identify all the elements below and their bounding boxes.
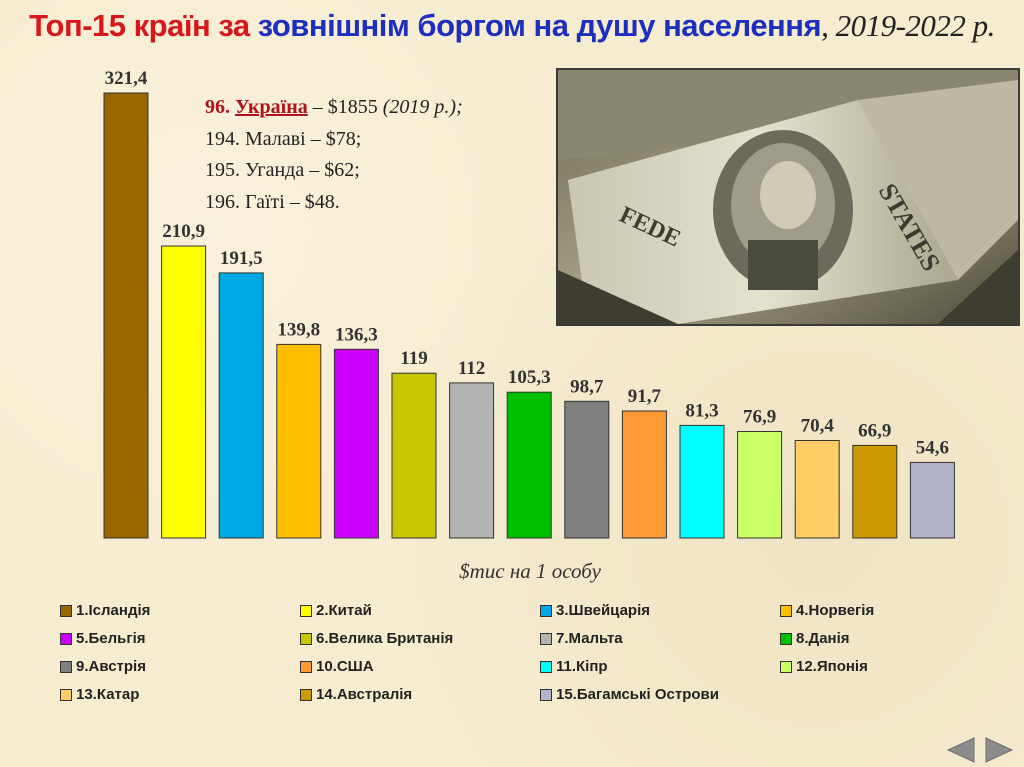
legend-swatch-6 bbox=[300, 632, 312, 645]
bar-15 bbox=[909, 461, 955, 539]
legend-label-4: 4.Норвегія bbox=[796, 602, 875, 619]
bar-value-label-1: 321,4 bbox=[105, 68, 148, 89]
bar-3 bbox=[218, 272, 264, 539]
legend-item-8: 8.Данія bbox=[780, 628, 1020, 649]
bar-14 bbox=[852, 444, 898, 539]
title-part-1: Топ-15 країн за bbox=[29, 8, 258, 43]
slide-navigation bbox=[946, 737, 1014, 763]
legend-label-5: 5.Бельгія bbox=[76, 630, 146, 647]
legend-swatch-10 bbox=[300, 660, 312, 673]
dollar-bill-photo: STATES FEDE bbox=[556, 68, 1020, 326]
legend-swatch-14 bbox=[300, 688, 312, 701]
legend-label-1: 1.Ісландія bbox=[76, 602, 151, 619]
bar-value-label-13: 70,4 bbox=[801, 416, 835, 437]
bar-value-label-4: 139,8 bbox=[277, 319, 320, 340]
bar-9 bbox=[564, 400, 610, 539]
bar-value-label-11: 81,3 bbox=[685, 400, 718, 421]
legend-item-9: 9.Австрія bbox=[60, 656, 300, 677]
callout-line-2: 194. Малаві – $78; bbox=[205, 127, 362, 150]
bar-4 bbox=[276, 343, 322, 539]
legend-label-7: 7.Мальта bbox=[556, 630, 623, 647]
legend-swatch-12 bbox=[780, 660, 792, 673]
legend-swatch-4 bbox=[780, 604, 792, 617]
legend-item-7: 7.Мальта bbox=[540, 628, 780, 649]
legend-swatch-1 bbox=[60, 604, 72, 617]
legend-swatch-13 bbox=[60, 688, 72, 701]
callout-line-3: 195. Уганда – $62; bbox=[205, 159, 360, 181]
legend-item-15: 15.Багамські Острови bbox=[540, 684, 780, 705]
bar-value-label-14: 66,9 bbox=[858, 420, 891, 441]
legend-swatch-2 bbox=[300, 604, 312, 617]
prev-arrow-icon[interactable] bbox=[946, 737, 975, 763]
legend-item-5: 5.Бельгія bbox=[60, 628, 300, 649]
legend-swatch-15 bbox=[540, 688, 552, 701]
legend-label-10: 10.США bbox=[316, 658, 374, 675]
bar-value-label-5: 136,3 bbox=[335, 324, 378, 345]
bar-7 bbox=[449, 382, 495, 539]
legend-label-14: 14.Австралія bbox=[316, 686, 413, 703]
legend-swatch-7 bbox=[540, 632, 552, 645]
legend-label-2: 2.Китай bbox=[316, 602, 372, 619]
bar-12 bbox=[737, 431, 783, 539]
x-axis-label: $тис на 1 особу bbox=[459, 559, 601, 583]
legend-item-10: 10.США bbox=[300, 656, 540, 677]
legend-item-4: 4.Норвегія bbox=[780, 600, 1020, 621]
bar-2 bbox=[161, 245, 207, 539]
title-part-2: зовнішнім боргом на душу населення bbox=[257, 8, 822, 43]
legend-label-6: 6.Велика Британія bbox=[316, 630, 454, 647]
bar-8 bbox=[506, 391, 552, 539]
bar-1 bbox=[103, 92, 149, 539]
next-arrow-icon[interactable] bbox=[985, 737, 1014, 763]
legend-label-11: 11.Кіпр bbox=[556, 658, 608, 675]
legend-label-15: 15.Багамські Острови bbox=[556, 686, 719, 703]
bar-11 bbox=[679, 424, 725, 539]
bar-value-label-12: 76,9 bbox=[743, 407, 776, 428]
bar-value-label-15: 54,6 bbox=[916, 437, 949, 458]
legend-swatch-3 bbox=[540, 604, 552, 617]
legend-swatch-9 bbox=[60, 660, 72, 673]
bar-13 bbox=[794, 440, 840, 539]
legend-item-2: 2.Китай bbox=[300, 600, 540, 621]
legend-item-13: 13.Катар bbox=[60, 684, 300, 705]
bar-value-label-9: 98,7 bbox=[570, 376, 604, 397]
chart-legend: 1.Ісландія 2.Китай 3.Швейцарія 4.Норвегія 5.… bbox=[60, 600, 1020, 705]
legend-item-3: 3.Швейцарія bbox=[540, 600, 780, 621]
ukraine-rank: 96. bbox=[205, 96, 230, 118]
legend-label-12: 12.Японія bbox=[796, 658, 868, 675]
legend-swatch-8 bbox=[780, 632, 792, 645]
callout-line-1: 96. Україна – $1855 (2019 р.); bbox=[205, 92, 463, 124]
legend-item-1: 1.Ісландія bbox=[60, 600, 300, 621]
legend-label-8: 8.Данія bbox=[796, 630, 850, 647]
bar-value-label-2: 210,9 bbox=[162, 221, 205, 242]
legend-item-14: 14.Австралія bbox=[300, 684, 540, 705]
legend-swatch-5 bbox=[60, 632, 72, 645]
bar-5 bbox=[333, 348, 379, 539]
ukraine-callout: 96. Україна – $1855 (2019 р.); 194. Мала… bbox=[205, 92, 463, 218]
bar-value-label-7: 112 bbox=[458, 358, 485, 379]
bar-value-label-8: 105,3 bbox=[508, 367, 551, 388]
legend-item-12: 12.Японія bbox=[780, 656, 1020, 677]
bar-10 bbox=[621, 410, 667, 539]
ukraine-value: – $1855 bbox=[307, 96, 383, 118]
legend-label-3: 3.Швейцарія bbox=[556, 602, 650, 619]
ukraine-name: Україна bbox=[235, 96, 308, 118]
legend-item-6: 6.Велика Британія bbox=[300, 628, 540, 649]
bar-value-label-10: 91,7 bbox=[628, 386, 662, 407]
bar-value-label-6: 119 bbox=[400, 348, 427, 369]
legend-swatch-11 bbox=[540, 660, 552, 673]
legend-item-11: 11.Кіпр bbox=[540, 656, 780, 677]
legend-label-9: 9.Австрія bbox=[76, 658, 146, 675]
title-part-3: , 2019-2022 р. bbox=[821, 8, 995, 43]
bar-value-label-3: 191,5 bbox=[220, 248, 263, 269]
bar-chart: 321,4 210,9 191,5 139,8 136,3 119 112 105,3 98,7… bbox=[103, 68, 955, 583]
legend-label-13: 13.Катар bbox=[76, 686, 140, 703]
ukraine-year: (2019 р.); bbox=[382, 96, 463, 118]
callout-line-4: 196. Гаїті – $48. bbox=[205, 190, 340, 213]
slide-title: Топ-15 країн за зовнішнім боргом на душу… bbox=[0, 8, 1024, 44]
bar-6 bbox=[391, 372, 437, 539]
